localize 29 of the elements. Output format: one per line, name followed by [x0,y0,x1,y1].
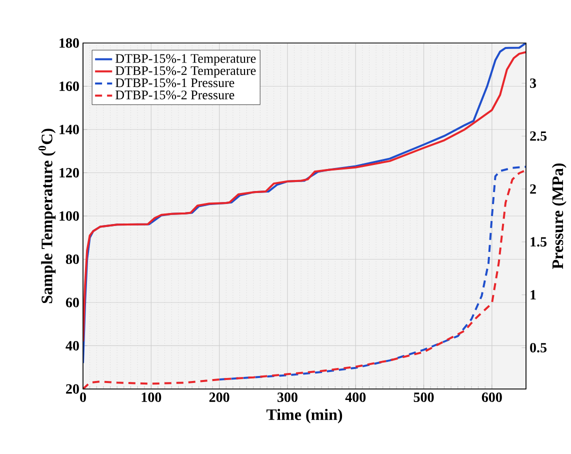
y-tick-label: 20 [66,384,79,394]
legend-label: DTBP-15%-1 Pressure [116,78,234,88]
y-tick-label: 180 [60,38,79,48]
x-tick-label: 400 [345,392,366,402]
y2-tick-label: 3 [530,78,536,88]
x-tick-label: 0 [80,392,86,402]
y2-tick-label: 1.5 [530,237,547,247]
x-tick-label: 600 [482,392,502,402]
y-tick-label: 80 [66,254,79,264]
y-tick-label: 120 [60,168,79,178]
y-tick-label: 40 [66,341,79,350]
y-axis-title: Sample Temperature ($^{0}$C) [38,128,56,304]
legend-label: DTBP-15%-2 Pressure [116,90,234,100]
legend-label: DTBP-15%-2 Temperature [116,66,256,78]
y2-axis-title: Pressure (MPa) [552,163,566,269]
y2-tick-label: 2 [530,184,536,194]
y2-tick-label: 2.5 [530,131,547,141]
x-axis-title: Time (min) [266,408,342,424]
x-tick-label: 300 [277,392,298,402]
y2-tick-label: 1 [530,290,536,300]
x-tick-label: 200 [209,392,230,402]
y-tick-label: 160 [60,82,79,91]
x-tick-label: 500 [414,392,434,402]
x-tick-label: 100 [142,392,162,402]
y2-tick-label: 0.5 [530,342,547,352]
y-tick-label: 100 [60,211,79,221]
y-tick-label: 140 [60,124,79,134]
legend-label: DTBP-15%-1 Temperature [116,54,256,66]
y-tick-label: 60 [66,298,79,308]
